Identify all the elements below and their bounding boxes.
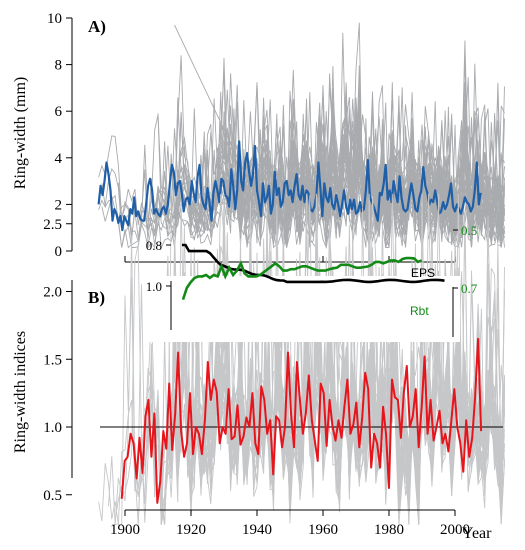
inset-background (148, 276, 460, 342)
panel-a-label: A) (88, 17, 106, 36)
panel-a-y-tick-label: 4 (55, 151, 63, 167)
panel-a-y-tick-label: 0 (55, 244, 63, 260)
panel-b-y-ticks: 0.5 1.0 1.5 2.0 2.5 (43, 217, 72, 504)
panel-b-x-tick-label: 1920 (176, 522, 206, 538)
inset: 1.0 0.8 0.7 0.5 EPS Rbt (146, 223, 478, 342)
panel-b-y-axis-title: Ring-width indices (12, 331, 29, 453)
inset-eps-label: EPS (411, 266, 435, 280)
panel-a-y-tick-label: 10 (47, 11, 62, 27)
panel-a-y-tick-label: 8 (55, 58, 63, 74)
panel-b-x-tick-label: 1960 (308, 522, 338, 538)
panel-b-label: B) (88, 288, 105, 307)
panel-b-y-tick-label: 2.0 (43, 285, 62, 301)
inset-rbt-line (181, 256, 423, 301)
panel-b-x-axis-title: Year (462, 525, 492, 542)
inset-right-tick-label: 0.7 (461, 281, 478, 296)
panel-a-y-axis-title: Ring-width (mm) (12, 77, 29, 189)
panel-b-individual-line (187, 193, 505, 525)
inset-ticks: 1.0 0.8 0.7 0.5 (146, 223, 478, 296)
panel-b-x-tick-label: 1900 (110, 522, 140, 538)
inset-eps-line (182, 243, 445, 284)
panel-b-x-tick-label: 1940 (242, 522, 272, 538)
panel-a-y-ticks: 0 2 4 6 8 10 (47, 11, 72, 260)
panel-b-x-tick-label: 2000 (440, 522, 470, 538)
panel-a-individual-line (157, 82, 505, 242)
panel-a-y-tick-label: 2 (55, 197, 63, 213)
panel-a-y-tick-label: 6 (55, 104, 63, 120)
panel-a-mean-series (97, 140, 482, 232)
panel-b-y-tick-label: 2.5 (43, 217, 62, 233)
panel-b-x-ticks: 1900 1920 1940 1960 1980 2000 (110, 510, 470, 538)
inset-right-tick-label: 0.5 (461, 223, 477, 238)
panel-a-individual-line (147, 110, 505, 244)
panel-b-y-tick-label: 1.0 (43, 420, 62, 436)
inset-left-tick-label: 0.8 (146, 238, 162, 253)
panel-b-mean-line (120, 337, 483, 504)
inset-left-tick-label: 1.0 (146, 279, 162, 294)
panel-b-mean-series (120, 337, 483, 504)
panel-a-mean-line (97, 140, 482, 232)
panel-b-individual-line (167, 193, 505, 498)
panel-b-y-tick-label: 0.5 (43, 488, 62, 504)
panel-b: 1900 1920 1940 1960 1980 2000 0.5 1.0 1.5 2.0 2.5… (12, 193, 505, 542)
panel-b-y-tick-label: 1.5 (43, 352, 62, 368)
panel-a: 0 2 4 6 8 10 A) Ring-width (mm) (12, 11, 505, 263)
inset-rbt-label: Rbt (410, 304, 429, 318)
panel-b-x-tick-label: 1980 (374, 522, 404, 538)
